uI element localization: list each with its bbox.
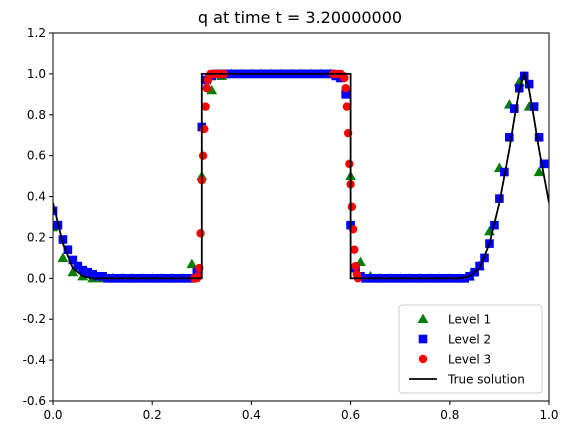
series-1-point bbox=[57, 252, 69, 262]
series-2 bbox=[53, 69, 549, 283]
y-tick-label: 0.8 bbox=[27, 108, 46, 122]
series-3-point bbox=[350, 245, 359, 254]
series-3-point bbox=[198, 151, 208, 160]
series-3-point bbox=[347, 202, 357, 211]
series-2-point bbox=[460, 274, 469, 283]
series-2-point bbox=[58, 235, 68, 244]
x-tick-label: 0.0 bbox=[43, 408, 62, 422]
x-tick-label: 0.8 bbox=[440, 408, 459, 422]
legend-marker-square bbox=[418, 334, 428, 344]
data-layer bbox=[53, 68, 549, 283]
chart-title: q at time t = 3.20000000 bbox=[198, 8, 402, 27]
legend-marker-triangle bbox=[417, 313, 429, 324]
series-3-point bbox=[196, 229, 205, 238]
legend-label: True solution bbox=[447, 373, 525, 387]
series-3-point bbox=[345, 159, 354, 169]
series-2-point bbox=[524, 79, 534, 89]
y-tick-label: -0.6 bbox=[23, 394, 46, 408]
plot-area: 0.0 0.2 0.4 0.6 0.8 1.0 -0.6 -0.4 -0.2 0.0 0.2 0.4 0… bbox=[23, 26, 559, 422]
series-2-point bbox=[93, 271, 102, 281]
legend: Level 1 Level 2 Level 3 True solution bbox=[398, 304, 543, 394]
y-tick-label: -0.4 bbox=[23, 353, 46, 367]
legend-label: Level 1 bbox=[448, 313, 491, 327]
series-2-point bbox=[505, 132, 514, 142]
legend-marker-circle bbox=[418, 354, 428, 364]
x-tick-label: 0.6 bbox=[341, 408, 360, 422]
y-tick-label: 0.6 bbox=[27, 149, 46, 163]
series-3-point bbox=[341, 84, 350, 93]
true-solution-line bbox=[53, 70, 549, 280]
series-2-point bbox=[68, 255, 78, 265]
series-1-point bbox=[533, 166, 545, 177]
x-tick-label: 0.4 bbox=[242, 408, 261, 422]
series-2-point bbox=[192, 267, 202, 277]
series-1 bbox=[53, 68, 545, 283]
series-1-point bbox=[206, 84, 218, 95]
legend-box bbox=[398, 304, 543, 394]
series-2-point bbox=[73, 261, 83, 271]
series-2-point bbox=[539, 159, 549, 169]
y-tick-label: 0.0 bbox=[27, 271, 46, 285]
series-3-point bbox=[201, 102, 210, 111]
series-2-point bbox=[509, 104, 519, 113]
series-2-point bbox=[78, 265, 88, 275]
series-1-point bbox=[186, 258, 198, 269]
x-tick-label: 1.0 bbox=[539, 408, 558, 422]
series-3-point bbox=[342, 102, 352, 111]
y-tick-label: 1.2 bbox=[27, 26, 46, 40]
y-tick-label: -0.2 bbox=[23, 312, 46, 326]
series-3-point bbox=[340, 73, 349, 83]
x-tick-label: 0.2 bbox=[143, 408, 162, 422]
plot-frame bbox=[52, 32, 550, 402]
series-3-point bbox=[202, 84, 211, 93]
series-2-point bbox=[341, 90, 350, 99]
y-tick-label: 1.0 bbox=[27, 67, 46, 81]
y-tick-label: 0.2 bbox=[27, 230, 46, 244]
series-1-point bbox=[67, 266, 79, 277]
series-2-point bbox=[88, 269, 97, 279]
legend-label: Level 3 bbox=[448, 353, 491, 367]
series-2-point bbox=[63, 245, 73, 255]
series-2-point bbox=[83, 267, 93, 277]
series-2-point bbox=[529, 102, 539, 111]
y-tick-label: 0.4 bbox=[27, 190, 46, 204]
series-2-point bbox=[98, 271, 107, 281]
series-3-point bbox=[351, 261, 360, 271]
series-3 bbox=[190, 69, 363, 283]
series-2-point bbox=[534, 132, 544, 142]
legend-label: Level 2 bbox=[448, 333, 491, 347]
series-4 bbox=[53, 70, 549, 280]
